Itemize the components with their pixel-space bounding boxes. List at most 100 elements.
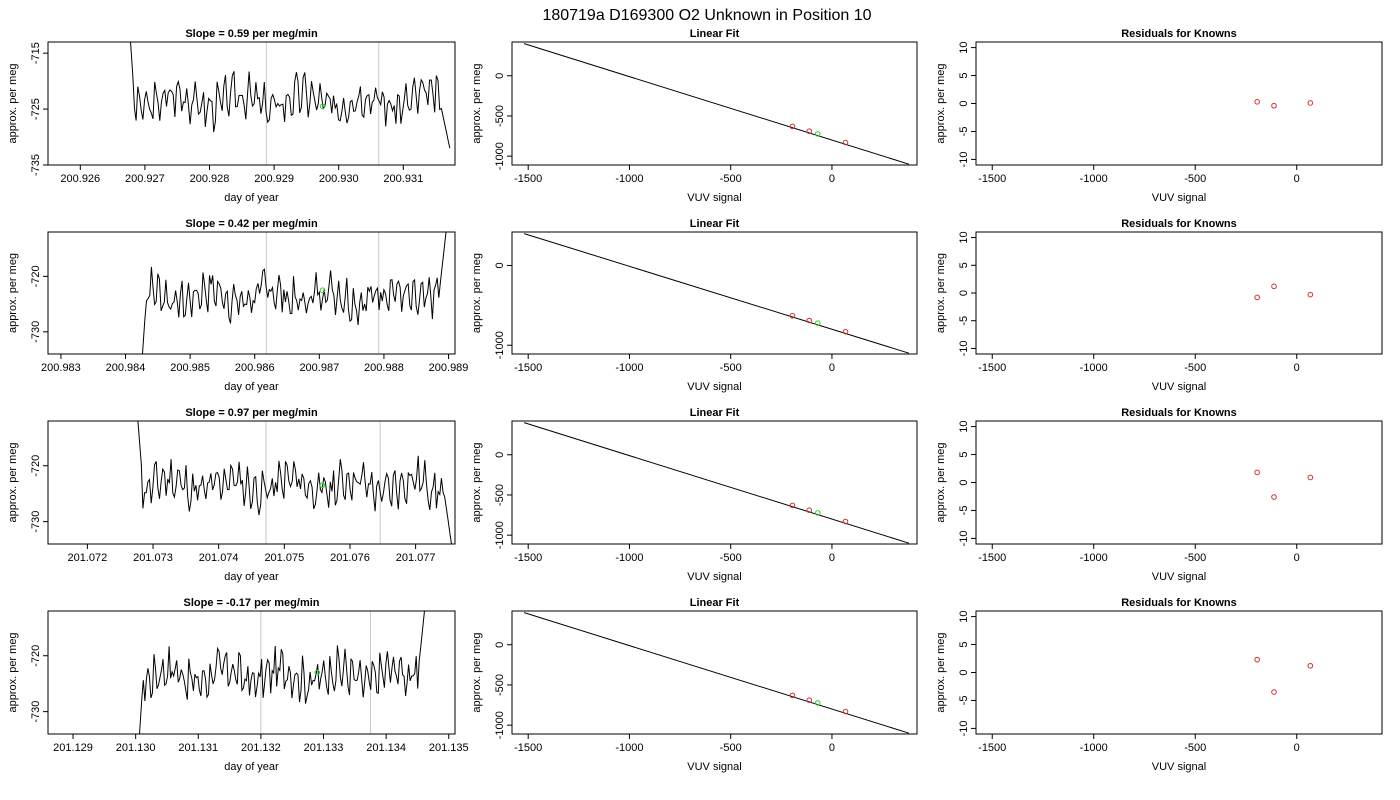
x-tick-label: 201.076 [330,552,370,564]
known-point [789,312,796,319]
y-tick-label: -1000 [494,142,506,170]
x-tick-label: 200.988 [364,362,404,374]
x-tick-label: 0 [829,173,835,185]
residual-point [1254,656,1260,663]
trace-line [137,421,452,544]
panel-grid: Slope = 0.59 per meg/min day of year appro… [7,28,1383,773]
y-tick-label: -5 [958,127,970,137]
known-point [842,708,849,715]
y-tick-label: -730 [30,511,42,533]
x-tick-label: 200.987 [299,362,339,374]
x-tick-label: 200.985 [170,362,210,374]
x-tick-label: 0 [829,742,835,754]
y-axis-label: approx. per meg [471,63,483,143]
y-tick-label: 0 [958,100,970,106]
chart-panel: Linear Fit VUV signal approx. per meg -1500… [471,597,918,773]
x-tick-label: 200.986 [235,362,275,374]
chart-panel: Residuals for Knowns VUV signal approx. pe… [935,597,1383,773]
unknown-point [814,131,821,137]
y-axis-label: approx. per meg [935,632,947,712]
trace-line [141,232,447,354]
y-tick-label: -5 [958,316,970,326]
y-axis-label: approx. per meg [471,253,483,333]
x-axis-label: VUV signal [1152,192,1206,204]
x-tick-label: -1000 [615,742,643,754]
unknown-point [814,700,821,706]
y-tick-label: 0 [958,290,970,296]
x-tick-label: 201.074 [199,552,239,564]
x-axis-label: day of year [224,192,279,204]
x-tick-label: -500 [1184,173,1206,185]
known-point [842,328,849,335]
unknown-marker [319,287,326,294]
plot-area [1254,656,1314,695]
chart-panel: Linear Fit VUV signal approx. per meg -1500… [471,407,918,583]
x-tick-label: 0 [829,552,835,564]
known-point [806,317,813,324]
chart-title: Linear Fit [690,218,740,230]
x-tick-label: 201.072 [68,552,108,564]
x-tick-label: 200.929 [254,173,294,185]
y-tick-label: 0 [958,479,970,485]
x-axis-label: day of year [224,571,279,583]
unknown-point [814,510,821,516]
y-tick-label: -1000 [494,331,506,359]
trace-line [130,42,451,149]
y-tick-label: -10 [958,720,970,736]
y-tick-label: -720 [30,265,42,287]
x-tick-label: 0 [1294,173,1300,185]
chart-panel: Residuals for Knowns VUV signal approx. pe… [935,407,1383,583]
known-point [789,502,796,509]
y-tick-label: -1000 [494,711,506,739]
plot-frame [975,420,1383,545]
y-axis-label: approx. per meg [935,442,947,522]
y-tick-label: -725 [30,98,42,120]
y-tick-label: 5 [958,641,970,647]
unknown-marker [319,103,326,110]
y-tick-label: -10 [958,530,970,546]
plot-area [141,232,447,354]
y-tick-label: -715 [30,42,42,64]
x-tick-label: -1000 [1080,173,1108,185]
y-tick-label: 5 [958,262,970,268]
chart-panel: Linear Fit VUV signal approx. per meg -1500… [471,28,918,204]
plot-frame [975,610,1383,735]
residual-point [1307,100,1314,106]
plot-frame [47,231,456,355]
plot-area [1254,99,1314,109]
chart-title: Residuals for Knowns [1121,407,1237,419]
x-tick-label: 201.130 [116,742,156,754]
x-tick-label: -1500 [514,552,542,564]
y-axis-label: approx. per meg [7,442,19,522]
x-tick-label: 201.132 [241,742,281,754]
y-tick-label: 10 [958,231,970,243]
x-tick-label: 201.075 [264,552,304,564]
x-tick-label: 201.077 [396,552,436,564]
chart-title: Slope = 0.59 per meg/min [185,28,318,40]
y-axis-label: approx. per meg [7,63,19,143]
plot-frame [47,41,456,166]
x-tick-label: -1000 [1080,362,1108,374]
chart-title: Linear Fit [690,597,740,609]
x-tick-label: 200.928 [190,173,230,185]
chart-panel: Slope = 0.42 per meg/min day of year appro… [7,218,469,393]
x-axis-label: VUV signal [1152,381,1206,393]
x-tick-label: -1500 [978,173,1006,185]
x-tick-label: 200.989 [429,362,469,374]
x-tick-label: -1500 [978,552,1006,564]
x-tick-label: 200.926 [60,173,100,185]
known-point [806,128,813,135]
chart-panel: Residuals for Knowns VUV signal approx. pe… [935,28,1383,204]
chart-title: Slope = 0.42 per meg/min [185,218,318,230]
chart-title: Slope = 0.97 per meg/min [185,407,318,419]
y-tick-label: -5 [958,506,970,516]
x-tick-label: -1500 [978,742,1006,754]
y-tick-label: -720 [30,455,42,477]
x-tick-label: 200.984 [106,362,146,374]
x-axis-label: VUV signal [687,381,741,393]
residual-point [1254,99,1260,105]
x-axis-label: day of year [224,381,279,393]
y-tick-label: 10 [958,610,970,622]
y-tick-label: -500 [494,674,506,696]
